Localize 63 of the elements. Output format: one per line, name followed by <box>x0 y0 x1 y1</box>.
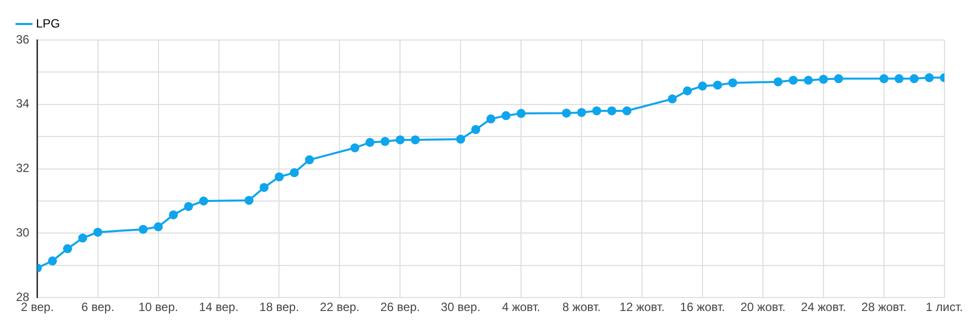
point <box>516 108 526 118</box>
point <box>350 143 360 152</box>
x-tick-label: 16 жовт. <box>680 300 726 314</box>
point <box>396 135 405 144</box>
point <box>682 86 692 96</box>
x-tick-label: 10 вер. <box>138 300 178 314</box>
point <box>728 78 738 88</box>
point <box>290 168 299 178</box>
point <box>698 82 708 91</box>
x-tick-label: 26 вер. <box>380 300 420 314</box>
point <box>577 108 586 117</box>
point <box>668 94 677 104</box>
point <box>380 136 390 146</box>
point <box>78 234 88 243</box>
point <box>410 135 420 144</box>
x-tick-label: 12 жовт. <box>620 300 665 314</box>
x-tick-label: 4 жовт. <box>502 300 540 314</box>
x-tick-label: 22 вер. <box>320 300 360 314</box>
point <box>788 76 798 85</box>
point <box>244 196 254 205</box>
x-tick-label: 8 жовт. <box>562 300 601 314</box>
point <box>894 74 904 84</box>
point <box>713 80 722 90</box>
point <box>365 138 374 147</box>
point <box>168 210 178 220</box>
point <box>48 256 57 266</box>
x-tick-label: 24 жовт. <box>800 300 846 314</box>
x-tick-label: 6 вер. <box>81 300 114 314</box>
point <box>63 244 72 254</box>
point <box>184 202 194 211</box>
point <box>607 106 616 116</box>
point <box>834 74 844 84</box>
point <box>774 77 783 86</box>
point <box>456 134 466 144</box>
point <box>924 73 934 82</box>
point <box>93 228 102 237</box>
y-tick-label: 34 <box>16 96 30 111</box>
legend-label: LPG <box>36 16 60 30</box>
point <box>486 114 496 124</box>
y-tick-label: 32 <box>16 161 30 176</box>
point <box>274 172 284 182</box>
point <box>622 106 632 116</box>
point <box>138 224 148 234</box>
point <box>501 111 510 120</box>
point <box>304 155 314 164</box>
point <box>592 106 602 116</box>
y-tick-label: 30 <box>16 226 30 240</box>
x-tick-label: 20 жовт. <box>740 300 786 314</box>
point <box>154 222 163 232</box>
point <box>199 196 208 206</box>
x-tick-label: 1 лист. <box>926 300 964 314</box>
y-tick-label: 36 <box>16 32 30 46</box>
x-tick-label: 18 вер. <box>259 300 300 314</box>
point <box>910 74 919 84</box>
point <box>818 74 828 84</box>
point <box>260 182 269 192</box>
point <box>471 125 480 134</box>
point <box>804 76 813 85</box>
point <box>562 108 571 118</box>
x-tick-label: 14 вер. <box>198 300 239 314</box>
x-tick-label: 28 жовт. <box>861 300 906 314</box>
point <box>879 74 888 84</box>
x-tick-label: 30 вер. <box>440 300 480 314</box>
